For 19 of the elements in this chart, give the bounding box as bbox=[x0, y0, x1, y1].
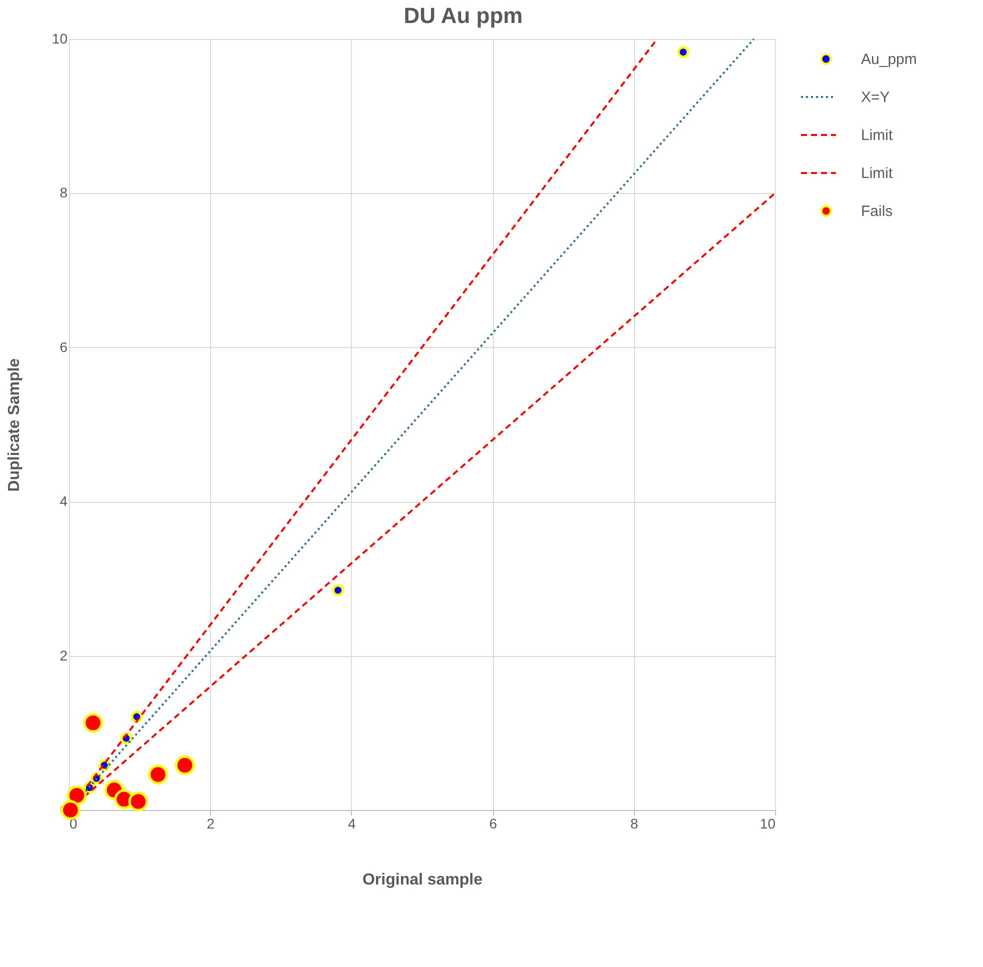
legend-label: X=Y bbox=[861, 89, 890, 106]
x-tick-label: 0 bbox=[70, 816, 78, 832]
x-tick-label: 6 bbox=[489, 816, 498, 832]
legend-label: Limit bbox=[861, 165, 894, 182]
y-axis-title: Duplicate Sample bbox=[6, 358, 23, 492]
x-tick-label: 10 bbox=[760, 816, 776, 832]
chart-title: DU Au ppm bbox=[404, 3, 523, 28]
y-tick-label: 4 bbox=[60, 493, 68, 510]
legend-label: Limit bbox=[861, 127, 894, 144]
y-tick-label: 8 bbox=[60, 184, 68, 201]
y-tick-label: 6 bbox=[60, 338, 68, 355]
x-tick-label: 2 bbox=[206, 816, 215, 832]
legend-label: Fails bbox=[861, 203, 893, 220]
y-tick-label: 10 bbox=[52, 30, 68, 46]
y-tick-label: 2 bbox=[60, 647, 68, 664]
x-axis-title: Original sample bbox=[362, 872, 483, 888]
x-tick-label: 4 bbox=[348, 816, 356, 832]
x-tick-label: 8 bbox=[630, 816, 638, 832]
legend-label: Au_ppm bbox=[861, 51, 917, 68]
